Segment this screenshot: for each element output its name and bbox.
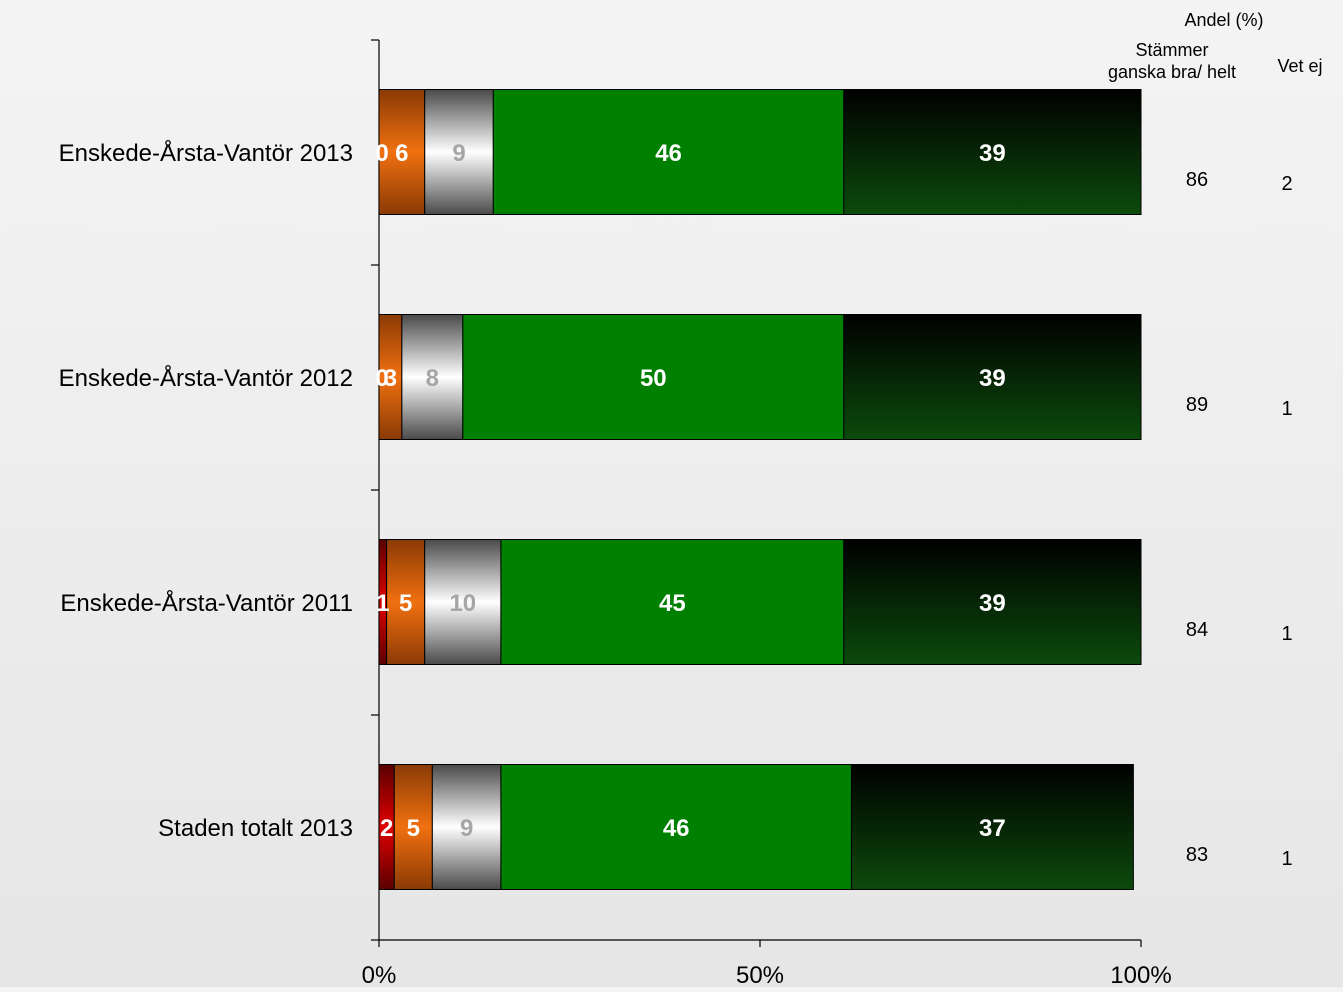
side-value-agree: 84 [1186, 619, 1208, 641]
data-label: 5 [407, 815, 420, 842]
data-label: 0 [375, 365, 388, 392]
side-value-agree: 89 [1186, 394, 1208, 416]
bar-segment [401, 314, 464, 440]
data-label: 2 [380, 815, 393, 842]
bar-segment [386, 539, 426, 665]
bar-segment [393, 764, 433, 890]
side-value-dontknow: 1 [1281, 398, 1292, 420]
bar-segment [431, 764, 502, 890]
bar-segment [843, 89, 1142, 215]
data-label: 37 [979, 815, 1006, 842]
bar-segment [850, 764, 1134, 890]
side-value-agree: 83 [1186, 844, 1208, 866]
bar-segment [424, 539, 502, 665]
category-label: Staden totalt 2013 [158, 815, 353, 842]
side-table-header-dontknow: Vet ej [1277, 56, 1322, 76]
data-label: 0 [375, 140, 388, 167]
x-tick-label: 0% [362, 962, 397, 987]
bar-segment [500, 539, 845, 665]
bar-segment [378, 89, 426, 215]
bar-segment [843, 314, 1142, 440]
side-value-dontknow: 1 [1281, 623, 1292, 645]
side-value-dontknow: 1 [1281, 848, 1292, 870]
bar-segment [424, 89, 494, 215]
category-label: Enskede-Årsta-Vantör 2011 [60, 589, 353, 617]
data-label: 39 [979, 140, 1006, 167]
data-label: 9 [452, 140, 465, 167]
axes: 0% 50% 100% [362, 39, 1172, 989]
category-label: Enskede-Årsta-Vantör 2013 [59, 139, 353, 167]
bar-segment [500, 764, 852, 890]
data-label: 10 [449, 590, 476, 617]
x-tick-label: 50% [736, 962, 784, 987]
data-label: 39 [979, 365, 1006, 392]
data-label: 1 [376, 590, 389, 617]
data-label: 50 [640, 365, 667, 392]
data-label: 8 [426, 365, 439, 392]
bar-segment [492, 89, 845, 215]
bar-segment [843, 539, 1142, 665]
data-label: 45 [659, 590, 686, 617]
data-label: 5 [399, 590, 412, 617]
x-tick-label: 100% [1110, 962, 1171, 987]
side-table-title: Andel (%) [1184, 10, 1263, 30]
side-table-header-agree: Stämmer ganska bra/ helt [1108, 40, 1236, 82]
data-label: 3 [384, 365, 397, 392]
data-label: 6 [395, 140, 408, 167]
bar-segment [462, 314, 845, 440]
side-value-dontknow: 2 [1281, 173, 1292, 195]
data-label: 39 [979, 590, 1006, 617]
bars [378, 89, 1142, 890]
data-label: 46 [663, 815, 690, 842]
data-label: 9 [460, 815, 473, 842]
data-label: 46 [655, 140, 682, 167]
category-label: Enskede-Årsta-Vantör 2012 [59, 364, 353, 392]
side-value-agree: 86 [1186, 169, 1208, 191]
